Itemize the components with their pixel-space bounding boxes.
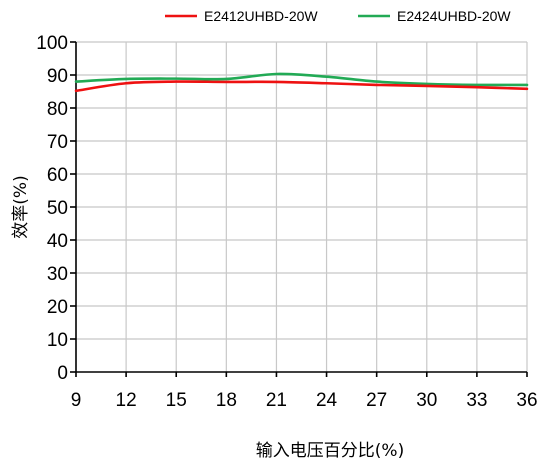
legend-label: E2424UHBD-20W	[397, 8, 511, 24]
x-tick-label: 24	[316, 390, 338, 411]
y-tick-label: 60	[47, 165, 68, 186]
y-tick-label: 80	[47, 99, 68, 120]
x-tick-label: 36	[516, 390, 537, 411]
y-tick-label: 0	[57, 363, 68, 384]
series-line-e2424uhbd-20w	[74, 72, 529, 87]
x-tick-label: 18	[216, 390, 237, 411]
x-axis-title: 输入电压百分比(%)	[256, 441, 404, 461]
tick-labels: 0 10 20 30 40 50 60 70 80 90 100 9 12 15 18 21 24 27 30 33 3…	[36, 33, 537, 411]
legend-label: E2412UHBD-20W	[204, 8, 318, 24]
grid	[76, 41, 528, 372]
series-lines	[74, 72, 529, 93]
y-tick-label: 50	[47, 198, 68, 219]
y-axis-title: 效率(%)	[11, 175, 31, 238]
y-tick-label: 40	[47, 231, 68, 252]
x-tick-label: 9	[71, 390, 82, 411]
y-tick-label: 70	[47, 132, 68, 153]
axes	[70, 41, 528, 377]
y-tick-label: 10	[47, 330, 68, 351]
y-tick-label: 30	[47, 264, 68, 285]
y-tick-label: 90	[47, 66, 68, 87]
x-tick-label: 27	[366, 390, 387, 411]
y-tick-label: 100	[36, 33, 68, 54]
legend: E2412UHBD-20W E2424UHBD-20W	[165, 8, 511, 24]
y-tick-label: 20	[47, 297, 68, 318]
x-tick-label: 21	[266, 390, 287, 411]
x-tick-label: 12	[116, 390, 137, 411]
x-tick-label: 33	[466, 390, 487, 411]
x-tick-label: 30	[416, 390, 437, 411]
series-line-e2412uhbd-20w	[74, 80, 529, 93]
x-tick-label: 15	[166, 390, 187, 411]
